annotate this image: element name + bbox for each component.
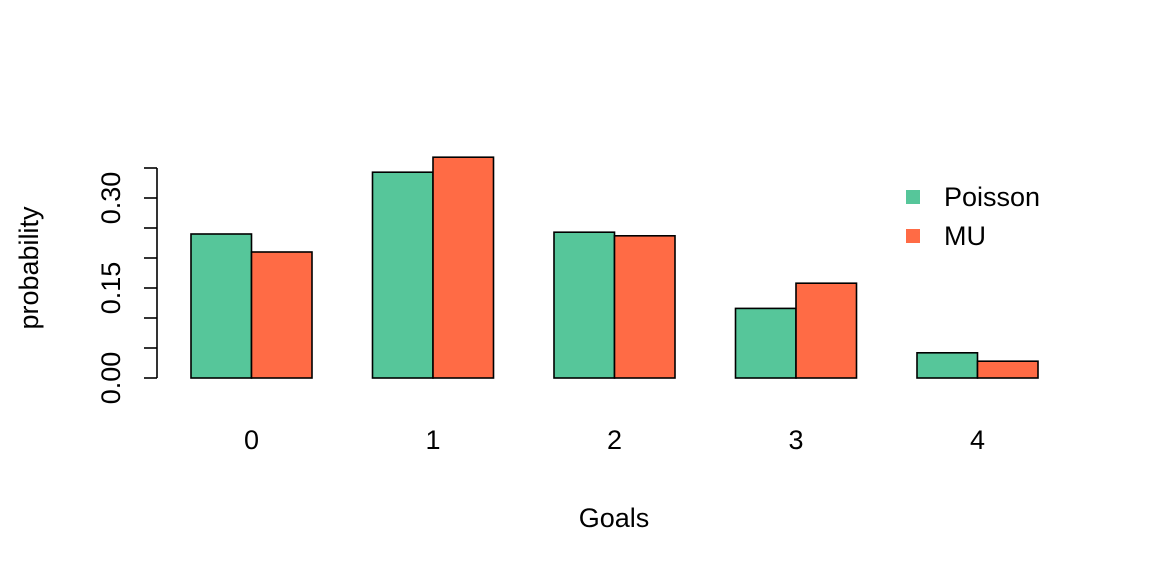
legend-label-mu: MU	[944, 221, 986, 251]
x-tick-labels: 0 1 2 3 4	[244, 425, 985, 455]
x-tick-label: 4	[970, 425, 985, 455]
bar-poisson-4	[917, 353, 978, 378]
x-tick-label: 0	[244, 425, 259, 455]
legend-label-poisson: Poisson	[944, 182, 1040, 212]
bar-poisson-2	[554, 232, 615, 378]
legend-swatch-poisson	[906, 190, 920, 204]
bar-mu-2	[615, 236, 676, 378]
x-tick-label: 2	[607, 425, 622, 455]
y-axis: 0.00 0.15 0.30	[96, 168, 157, 404]
bar-poisson-3	[736, 308, 797, 378]
bar-poisson-0	[191, 234, 252, 378]
legend: Poisson MU	[906, 182, 1040, 251]
bar-mu-0	[252, 252, 313, 378]
legend-swatch-mu	[906, 229, 920, 243]
bar-mu-1	[433, 157, 494, 378]
x-tick-label: 3	[788, 425, 803, 455]
x-axis-label: Goals	[579, 503, 650, 533]
bar-mu-3	[796, 283, 857, 378]
bar-poisson-1	[373, 172, 434, 378]
x-tick-label: 1	[425, 425, 440, 455]
y-tick-label: 0.30	[96, 172, 126, 225]
y-tick-label: 0.15	[96, 262, 126, 315]
y-axis-label: probability	[14, 206, 44, 330]
bar-mu-4	[978, 361, 1039, 378]
y-tick-label: 0.00	[96, 352, 126, 405]
